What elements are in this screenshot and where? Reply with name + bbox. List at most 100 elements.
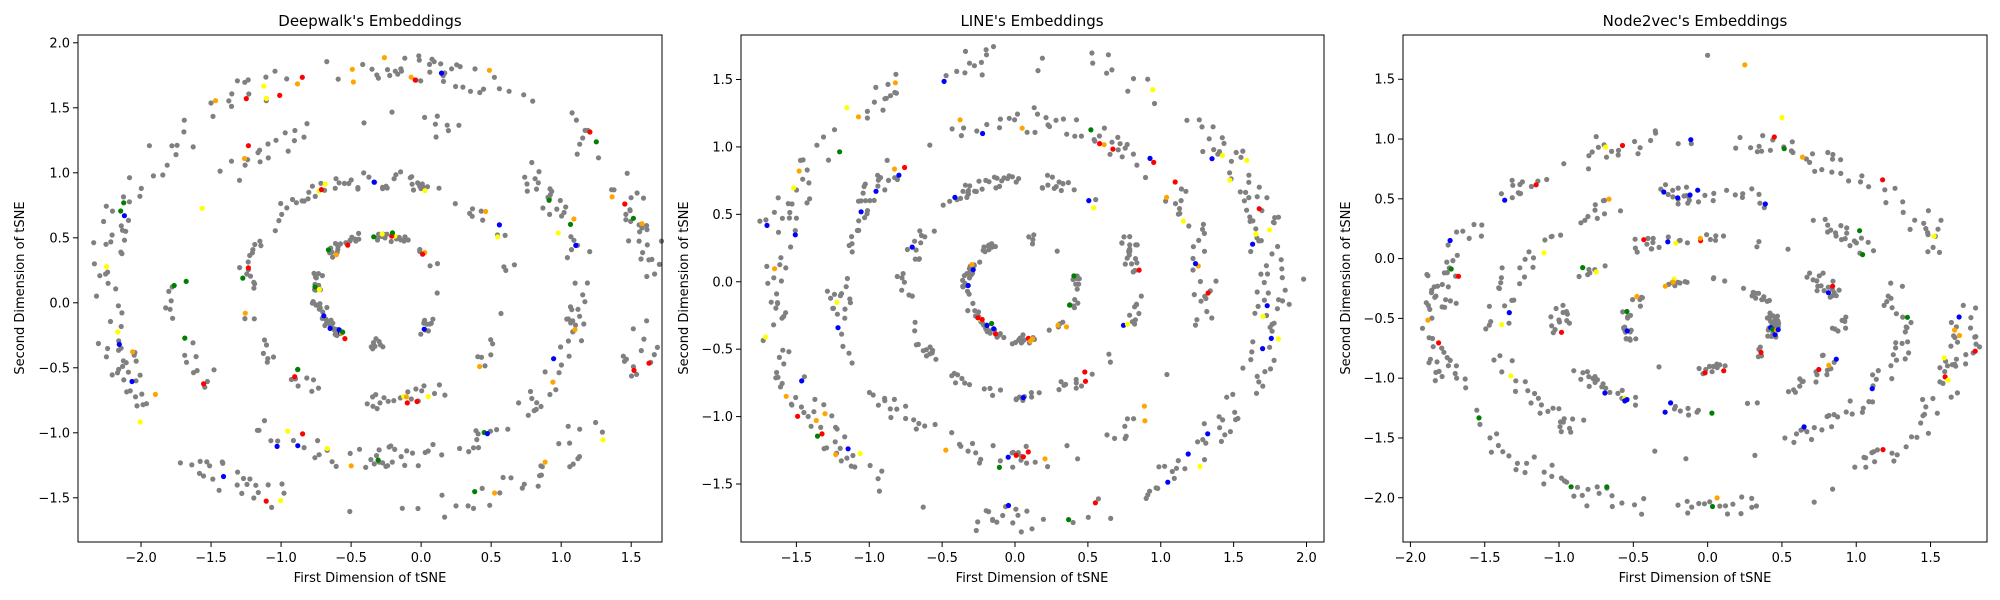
line-scatter-point (1012, 117, 1018, 123)
node2vec-scatter-point (1891, 458, 1897, 464)
line-scatter-point (960, 188, 966, 194)
line-scatter-point (902, 164, 908, 171)
deepwalk-scatter-point (311, 270, 317, 276)
node2vec-scatter-point (1477, 421, 1483, 427)
node2vec-scatter-point (1893, 345, 1899, 351)
node2vec-scatter-point (1873, 376, 1879, 382)
panel-deepwalk: −2.0 −1.5 −1.0 −0.5 0.0 0.5 1.0 1.5 −1.5−1.0−0.… (13, 12, 665, 586)
line-scatter-point (1244, 157, 1250, 163)
node2vec-scatter-point (1914, 434, 1920, 440)
deepwalk-scatter-point (264, 359, 270, 365)
node2vec-scatter-point (1447, 357, 1453, 363)
deepwalk-scatter-point (593, 139, 599, 145)
deepwalk-scatter-point (272, 68, 278, 74)
deepwalk-scatter-point (245, 259, 251, 265)
node2vec-scatter-point (1517, 281, 1523, 287)
line-scatter-point (887, 406, 893, 412)
deepwalk-scatter-point (272, 228, 278, 234)
line-scatter-point (1209, 156, 1215, 162)
node2vec-y-tick-label: 1.0 (1374, 133, 1395, 148)
deepwalk-scatter-point (163, 305, 169, 311)
deepwalk-scatter-point (91, 240, 97, 246)
node2vec-scatter-point (1662, 409, 1668, 415)
deepwalk-scatter-point (577, 426, 583, 432)
deepwalk-scatter-point (599, 429, 606, 435)
deepwalk-scatter-point (557, 197, 563, 204)
deepwalk-scatter-point (363, 464, 369, 470)
line-scatter-point (1096, 133, 1102, 139)
node2vec-scatter-point (1683, 456, 1689, 462)
node2vec-scatter-point (1509, 297, 1515, 303)
deepwalk-scatter-point (554, 206, 560, 212)
node2vec-scatter-point (1762, 201, 1768, 207)
node2vec-scatter-point (1825, 222, 1831, 228)
node2vec-scatter-point (1639, 511, 1645, 517)
line-y-tick-label: 0.0 (712, 275, 733, 290)
node2vec-scatter-point (1775, 327, 1781, 333)
line-scatter-point (983, 47, 989, 53)
deepwalk-scatter-point (263, 95, 270, 102)
deepwalk-scatter-point (414, 398, 420, 405)
node2vec-scatter-point (1925, 249, 1931, 255)
line-scatter-point (1091, 205, 1097, 211)
line-scatter-point (1240, 148, 1246, 154)
node2vec-scatter-point (1833, 356, 1839, 362)
line-scatter-point (949, 430, 955, 436)
deepwalk-scatter-point (453, 83, 459, 90)
deepwalk-scatter-point (137, 372, 143, 378)
line-scatter-point (1131, 416, 1137, 422)
node2vec-scatter-point (1426, 360, 1432, 366)
node2vec-scatter-point (1673, 240, 1679, 246)
node2vec-scatter-point (1495, 442, 1501, 449)
node2vec-scatter-point (1880, 447, 1886, 453)
line-scatter-point (1064, 131, 1070, 137)
node2vec-scatter-point (1754, 400, 1760, 406)
line-scatter-point (775, 229, 782, 235)
node2vec-scatter-point (1549, 323, 1555, 329)
node2vec-scatter-point (1797, 376, 1803, 382)
deepwalk-scatter-point (290, 437, 296, 444)
deepwalk-scatter-point (276, 218, 282, 224)
deepwalk-scatter-point (305, 196, 311, 202)
deepwalk-scatter-point (373, 336, 379, 342)
line-scatter-point (976, 178, 982, 184)
node2vec-scatter-point (1722, 503, 1729, 509)
node2vec-scatter-point (1633, 394, 1639, 400)
line-scatter-point (996, 125, 1003, 131)
deepwalk-scatter-point (418, 331, 424, 337)
line-y-tick-label: −0.5 (701, 343, 733, 358)
deepwalk-scatter-point (360, 61, 366, 68)
line-scatter-point (777, 262, 783, 268)
deepwalk-scatter-point (322, 322, 328, 329)
deepwalk-scatter-point (173, 152, 179, 158)
deepwalk-scatter-point (330, 320, 336, 326)
deepwalk-scatter-point (211, 367, 217, 373)
line-scatter-point (1192, 261, 1199, 267)
node2vec-scatter-point (1460, 228, 1466, 234)
line-scatter-point (1224, 394, 1230, 400)
node2vec-scatter-point (1838, 170, 1844, 176)
deepwalk-scatter-point (391, 176, 397, 182)
deepwalk-scatter-point (125, 369, 131, 375)
deepwalk-scatter-point (652, 271, 658, 277)
line-scatter-point (1248, 357, 1254, 363)
line-scatter-point (980, 247, 986, 253)
line-scatter-point (990, 392, 996, 398)
node2vec-scatter-point (1782, 435, 1788, 441)
deepwalk-scatter-point (567, 304, 574, 310)
line-scatter-point (861, 183, 867, 190)
line-scatter-point (1036, 390, 1042, 396)
deepwalk-scatter-point (460, 84, 466, 90)
line-scatter-point (1142, 174, 1149, 181)
node2vec-scatter-point (1419, 325, 1426, 331)
node2vec-scatter-point (1625, 313, 1631, 320)
node2vec-scatter-point (1844, 230, 1850, 236)
line-scatter-point (949, 373, 955, 379)
line-scatter-point (991, 326, 997, 332)
node2vec-scatter-point (1704, 232, 1710, 238)
node2vec-points (1419, 52, 1983, 517)
deepwalk-scatter-point (228, 158, 235, 164)
node2vec-scatter-point (1707, 499, 1713, 505)
line-scatter-point (1070, 519, 1076, 526)
deepwalk-scatter-point (284, 205, 290, 211)
